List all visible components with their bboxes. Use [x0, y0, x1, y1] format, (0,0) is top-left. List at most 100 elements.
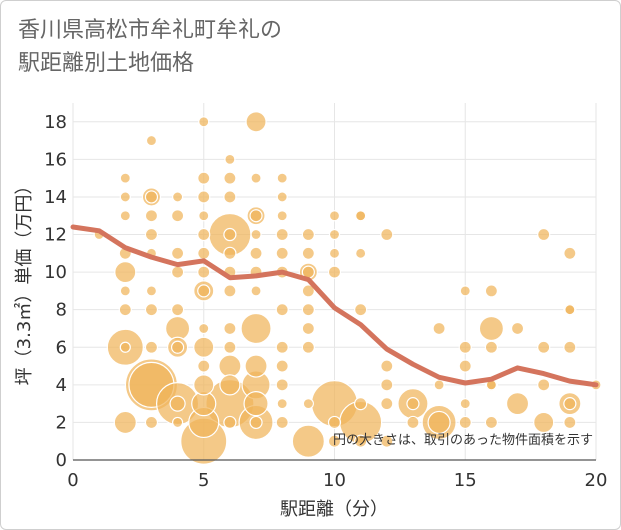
bubble-point-3	[119, 210, 131, 222]
bubble-point-94	[301, 284, 315, 298]
bubble-point-125	[427, 410, 451, 435]
x-tick-labels: 0 5 10 15 20	[67, 470, 607, 491]
bubble-point-67	[249, 209, 263, 223]
x-tick-0: 0	[67, 470, 78, 491]
y-tick-7: 14	[44, 187, 67, 208]
bubble-point-33	[172, 416, 184, 429]
bubble-point-78	[276, 172, 288, 184]
bubble-point-117	[380, 397, 394, 411]
bubble-point-114	[380, 227, 394, 242]
bubble-point-89	[275, 415, 289, 430]
bubble-point-10	[113, 410, 137, 435]
y-tick-2: 4	[56, 375, 67, 396]
bubble-point-111	[354, 397, 368, 411]
bubble-point-26	[171, 265, 185, 279]
y-tick-labels: 0 2 4 6 8 10 12 14 16 18	[44, 112, 67, 471]
bubble-point-97	[301, 340, 315, 354]
bubble-point-46	[193, 374, 215, 396]
bubble-point-54	[223, 227, 237, 242]
bubble-point-65	[250, 172, 262, 184]
bubble-point-96	[301, 321, 315, 336]
bubble-point-45	[197, 359, 211, 373]
bubble-point-15	[144, 227, 159, 242]
bubble-point-88	[276, 398, 288, 410]
bubble-point-36	[197, 190, 211, 204]
bubble-point-132	[478, 315, 504, 342]
bubble-point-145	[564, 304, 576, 316]
bubble-point-137	[510, 321, 525, 336]
y-tick-6: 12	[44, 225, 67, 246]
bubble-point-110	[354, 303, 368, 317]
bubble-point-107	[355, 210, 367, 222]
bubble-point-133	[484, 340, 498, 354]
bubble-point-37	[198, 210, 210, 222]
bubble-point-80	[276, 210, 288, 222]
bubble-point-87	[275, 378, 289, 392]
bubble-point-23	[172, 191, 184, 203]
bubble-point-38	[197, 227, 211, 242]
bubble-point-100	[328, 210, 341, 222]
bubble-point-136	[484, 415, 498, 430]
bubble-point-98	[302, 398, 314, 410]
bubble-point-51	[223, 171, 237, 185]
bubble-point-116	[380, 378, 394, 392]
bubble-point-77	[249, 415, 263, 430]
x-tick-3: 15	[454, 470, 477, 491]
bubble-point-73	[244, 354, 268, 378]
bubble-point-146	[563, 340, 577, 354]
y-tick-3: 6	[56, 337, 67, 358]
bubble-point-11	[145, 134, 158, 147]
bubble-point-99	[291, 424, 325, 458]
bubble-point-149	[563, 415, 577, 430]
bubble-point-106	[327, 434, 342, 448]
bubble-point-122	[432, 321, 446, 336]
bubble-point-79	[276, 191, 288, 203]
bubble-point-24	[171, 209, 185, 223]
bubble-point-61	[219, 374, 241, 396]
bubble-point-81	[275, 227, 289, 242]
bubble-point-138	[505, 392, 530, 416]
y-axis-label: 坪（3.3㎡）単価（万円）	[13, 177, 35, 386]
bubble-point-71	[250, 285, 262, 297]
bubble-point-40	[197, 265, 211, 279]
bubble-point-95	[301, 303, 315, 317]
bubble-point-75	[243, 391, 269, 417]
bubble-point-63	[223, 415, 237, 430]
bubble-point-7	[118, 303, 132, 317]
bubble-point-34	[198, 116, 210, 128]
chart-title: 香川県高松市牟礼町牟礼の 駅距離別土地価格	[18, 14, 282, 80]
chart-title-line-1: 香川県高松市牟礼町牟礼の	[18, 18, 283, 43]
bubble-point-85	[275, 340, 289, 354]
y-tick-4: 8	[56, 300, 67, 321]
bubble-point-27	[171, 303, 185, 317]
bubble-point-148	[563, 397, 577, 411]
bubble-point-32	[169, 395, 186, 412]
bubble-point-105	[327, 415, 342, 430]
x-tick-4: 20	[585, 470, 608, 491]
bubble-point-55	[223, 246, 237, 260]
bubble-point-129	[459, 398, 471, 410]
bubble-point-25	[171, 246, 185, 260]
bubble-point-131	[484, 284, 498, 298]
bubble-point-68	[250, 228, 262, 241]
bubble-point-5	[114, 261, 137, 284]
bubble-point-22	[144, 415, 159, 430]
bubble-point-121	[406, 415, 420, 430]
bubble-point-17	[145, 285, 158, 297]
bubble-point-102	[328, 247, 341, 259]
bubble-point-84	[275, 303, 289, 317]
size-note: 円の大きさは、取引のあった物件面積を示す	[333, 433, 593, 448]
x-tick-2: 10	[323, 470, 346, 491]
bubble-series	[93, 111, 602, 465]
y-tick-0: 0	[56, 450, 67, 471]
bubble-point-103	[327, 265, 342, 279]
bubble-point-128	[458, 359, 472, 373]
bubble-point-50	[224, 153, 236, 165]
bubble-point-43	[198, 322, 210, 335]
bubble-point-1	[119, 172, 131, 184]
bubble-point-9	[119, 341, 131, 353]
y-tick-5: 10	[44, 262, 67, 283]
bubble-point-143	[563, 246, 577, 260]
bubble-point-6	[119, 285, 131, 297]
